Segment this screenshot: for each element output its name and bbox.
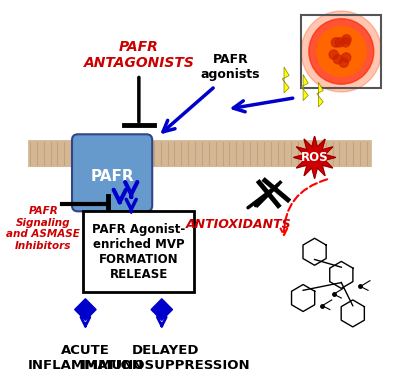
Circle shape (309, 19, 374, 84)
Text: PAFR
Signaling
and ASMASE
Inhibitors: PAFR Signaling and ASMASE Inhibitors (6, 206, 80, 251)
Circle shape (324, 40, 334, 49)
Circle shape (316, 26, 366, 76)
Circle shape (319, 42, 328, 51)
Text: PAFR: PAFR (90, 169, 134, 184)
Circle shape (345, 49, 354, 59)
Text: ROS: ROS (301, 151, 328, 164)
Circle shape (332, 62, 341, 71)
Text: ANTIOXIDANTS: ANTIOXIDANTS (185, 218, 291, 231)
Text: PAFR Agonist-
enriched MVP
FORMATION
RELEASE: PAFR Agonist- enriched MVP FORMATION REL… (92, 223, 186, 281)
Polygon shape (282, 67, 289, 93)
Circle shape (338, 33, 347, 43)
Polygon shape (317, 82, 323, 107)
Circle shape (338, 37, 347, 47)
Circle shape (326, 57, 335, 67)
Circle shape (301, 11, 382, 92)
Polygon shape (294, 136, 336, 178)
FancyBboxPatch shape (72, 134, 152, 211)
FancyBboxPatch shape (28, 140, 372, 167)
Polygon shape (75, 299, 96, 320)
FancyBboxPatch shape (84, 211, 194, 292)
Polygon shape (301, 74, 308, 100)
Circle shape (341, 40, 350, 50)
Text: PAFR
ANTAGONISTS: PAFR ANTAGONISTS (84, 40, 194, 70)
Text: DELAYED
IMMUNOSUPPRESSION: DELAYED IMMUNOSUPPRESSION (81, 344, 250, 372)
Polygon shape (151, 299, 172, 320)
Text: PAFR
agonists: PAFR agonists (201, 53, 260, 81)
Text: ACUTE
INFLAMMATION: ACUTE INFLAMMATION (27, 344, 143, 372)
